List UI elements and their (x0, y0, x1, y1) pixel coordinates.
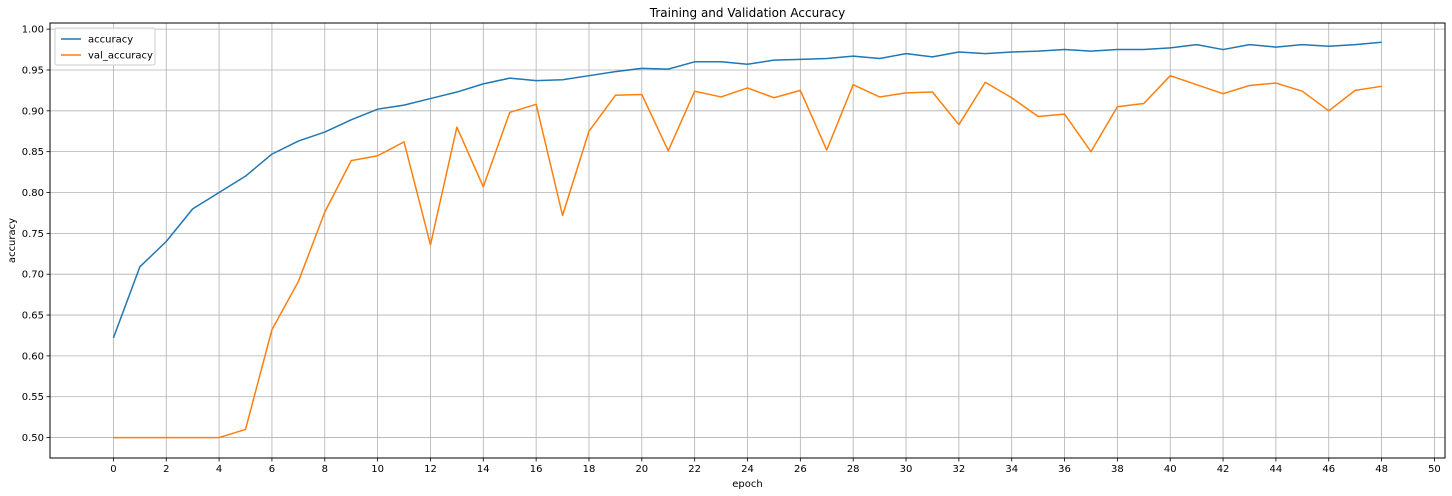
y-tick-label: 0.65 (22, 311, 44, 322)
x-tick-label: 10 (371, 464, 384, 475)
x-tick-label: 12 (424, 464, 437, 475)
legend-label: accuracy (88, 35, 133, 46)
series-lines (112, 41, 1382, 439)
axis-ticks: 0 2 4 6 8 10 12 14 16 18 20 22 24 26 28 30 32 34 36 38 40 42 4… (22, 25, 1441, 475)
y-tick-label: 0.50 (22, 433, 44, 444)
x-tick-label: 8 (322, 464, 328, 475)
x-tick-label: 28 (847, 464, 860, 475)
x-tick-label: 46 (1322, 464, 1335, 475)
x-tick-label: 6 (269, 464, 275, 475)
x-tick-label: 4 (216, 464, 222, 475)
y-tick-label: 0.85 (22, 147, 44, 158)
y-tick-label: 0.75 (22, 229, 44, 240)
legend: accuracy val_accuracy (54, 27, 156, 66)
x-tick-label: 48 (1375, 464, 1388, 475)
x-tick-label: 44 (1270, 464, 1283, 475)
y-tick-label: 0.90 (22, 106, 44, 117)
chart-title: Training and Validation Accuracy (649, 6, 845, 20)
series-line-val-accuracy (113, 74, 1382, 439)
x-tick-label: 30 (900, 464, 913, 475)
x-tick-label: 22 (688, 464, 701, 475)
x-tick-label: 34 (1005, 464, 1018, 475)
y-tick-label: 0.70 (22, 270, 44, 281)
x-tick-label: 18 (583, 464, 596, 475)
x-tick-label: 50 (1428, 464, 1441, 475)
x-tick-label: 16 (530, 464, 543, 475)
x-tick-label: 20 (635, 464, 648, 475)
y-axis-label: accuracy (7, 218, 18, 263)
x-tick-label: 36 (1058, 464, 1071, 475)
y-tick-label: 0.80 (22, 188, 44, 199)
x-tick-label: 14 (477, 464, 490, 475)
x-axis-label: epoch (732, 479, 762, 490)
x-tick-label: 38 (1111, 464, 1124, 475)
x-tick-label: 2 (163, 464, 169, 475)
grid (50, 23, 1445, 458)
y-tick-label: 1.00 (22, 25, 44, 36)
x-tick-label: 40 (1164, 464, 1177, 475)
x-tick-label: 26 (794, 464, 807, 475)
legend-label: val_accuracy (88, 51, 153, 62)
y-tick-label: 0.60 (22, 351, 44, 362)
series-line-accuracy (112, 41, 1382, 339)
y-tick-label: 0.55 (22, 392, 44, 403)
x-tick-label: 0 (110, 464, 116, 475)
y-tick-label: 0.95 (22, 65, 44, 76)
x-tick-label: 32 (952, 464, 965, 475)
x-tick-label: 42 (1217, 464, 1230, 475)
x-tick-label: 24 (741, 464, 754, 475)
